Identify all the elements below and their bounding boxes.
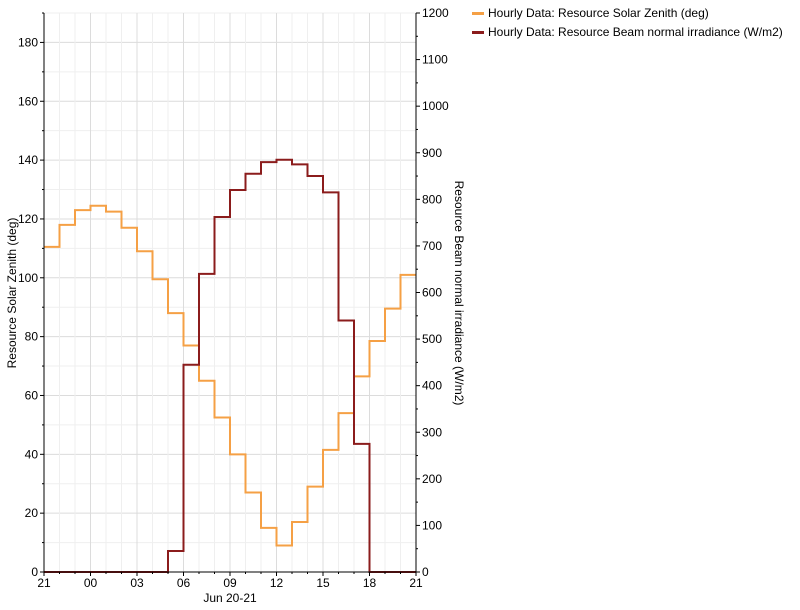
- legend-label-beam-irradiance: Hourly Data: Resource Beam normal irradi…: [488, 25, 783, 39]
- right-axis-tick-label: 900: [422, 146, 442, 160]
- legend-label-solar-zenith: Hourly Data: Resource Solar Zenith (deg): [488, 6, 709, 20]
- x-axis-tick-label: 06: [177, 576, 191, 590]
- x-axis-tick-label: 12: [270, 576, 284, 590]
- left-axis-tick-label: 40: [25, 447, 39, 461]
- left-axis-tick-label: 160: [18, 94, 38, 108]
- left-axis-tick-label: 140: [18, 153, 38, 167]
- left-axis-tick-label: 80: [25, 330, 39, 344]
- legend-swatch-beam-irradiance: [472, 31, 484, 34]
- left-axis-tick-label: 180: [18, 35, 38, 49]
- axes: 0204060801001201401601800100200300400500…: [18, 6, 449, 590]
- x-axis-label: Jun 20-21: [203, 591, 257, 605]
- right-axis-tick-label: 300: [422, 425, 442, 439]
- right-axis-tick-label: 1200: [422, 6, 449, 20]
- grid: [44, 12, 416, 573]
- right-axis-tick-label: 200: [422, 472, 442, 486]
- x-axis-tick-label: 09: [223, 576, 237, 590]
- x-axis-tick-label: 21: [409, 576, 423, 590]
- right-axis-tick-label: 100: [422, 518, 442, 532]
- legend: Hourly Data: Resource Solar Zenith (deg)…: [472, 4, 783, 42]
- x-axis-tick-label: 00: [84, 576, 98, 590]
- x-axis-tick-label: 15: [316, 576, 330, 590]
- left-axis-label: Resource Solar Zenith (deg): [5, 218, 19, 369]
- legend-item-solar-zenith[interactable]: Hourly Data: Resource Solar Zenith (deg): [472, 4, 783, 23]
- left-axis-tick-label: 60: [25, 388, 39, 402]
- right-axis-tick-label: 500: [422, 332, 442, 346]
- right-axis-tick-label: 400: [422, 379, 442, 393]
- left-axis-tick-label: 0: [31, 565, 38, 579]
- right-axis-label: Resource Beam normal irradiance (W/m2): [452, 181, 466, 406]
- x-axis-tick-label: 18: [363, 576, 377, 590]
- right-axis-tick-label: 1000: [422, 99, 449, 113]
- legend-item-beam-irradiance[interactable]: Hourly Data: Resource Beam normal irradi…: [472, 23, 783, 42]
- x-axis-tick-label: 21: [37, 576, 51, 590]
- right-axis-tick-label: 700: [422, 239, 442, 253]
- left-axis-tick-label: 120: [18, 212, 38, 226]
- right-axis-tick-label: 800: [422, 192, 442, 206]
- right-axis-tick-label: 600: [422, 286, 442, 300]
- left-axis-tick-label: 20: [25, 506, 39, 520]
- right-axis-tick-label: 0: [422, 565, 429, 579]
- left-axis-tick-label: 100: [18, 271, 38, 285]
- legend-swatch-solar-zenith: [472, 12, 484, 15]
- right-axis-tick-label: 1100: [422, 53, 448, 67]
- x-axis-tick-label: 03: [130, 576, 144, 590]
